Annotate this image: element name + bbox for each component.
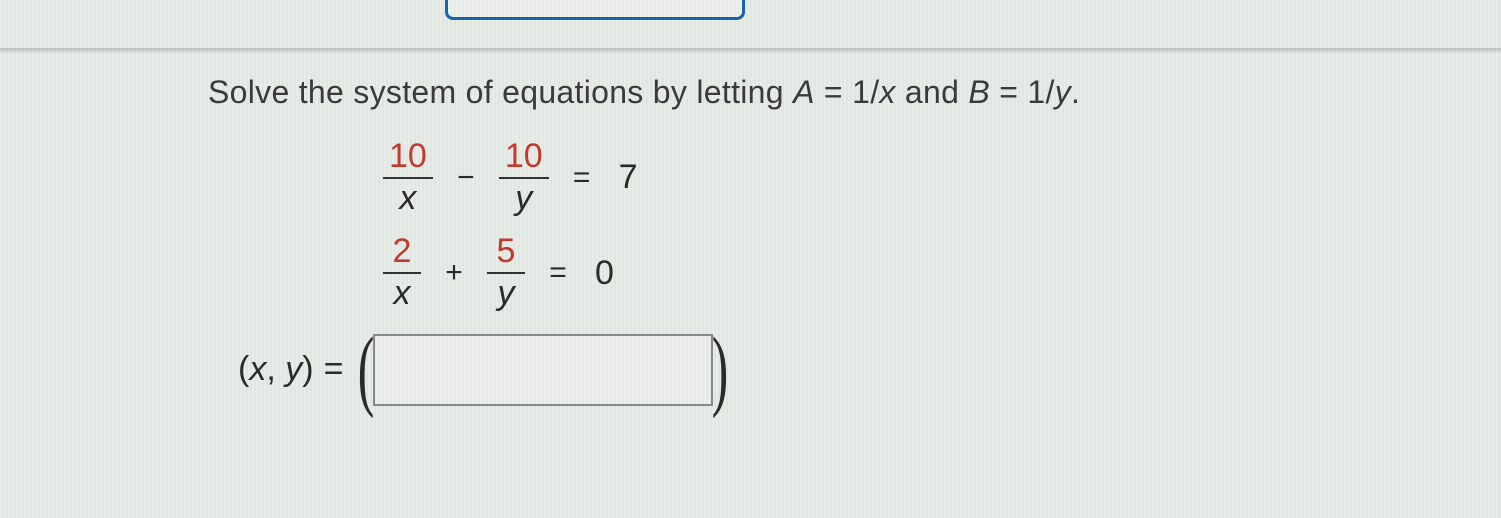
equals-1: =	[567, 161, 597, 195]
answer-input[interactable]	[373, 334, 713, 406]
var-x: x	[879, 74, 895, 110]
fraction-2b-den: y	[498, 274, 515, 312]
prompt-eq1: = 1/	[815, 74, 880, 110]
label-y: y	[285, 350, 302, 388]
fraction-2a-den: x	[394, 274, 411, 312]
fraction-2a: 2 x	[383, 234, 421, 311]
label-x: x	[249, 350, 266, 388]
equation-row-1: 10 x − 10 y = 7	[383, 139, 1481, 216]
label-open: (	[238, 350, 249, 388]
operator-minus: −	[451, 161, 481, 195]
operator-plus: +	[439, 256, 469, 290]
fraction-2b-num: 5	[487, 234, 525, 274]
divider-shadow	[0, 48, 1501, 54]
paren-close: )	[712, 338, 728, 401]
fraction-1a-den: x	[399, 179, 416, 217]
var-a: A	[793, 74, 815, 110]
fraction-2a-num: 2	[383, 234, 421, 274]
answer-row: (x, y) = ( )	[238, 334, 1481, 406]
previous-answer-box	[445, 0, 745, 20]
fraction-1b-num: 10	[499, 139, 549, 179]
paren-open: (	[358, 338, 374, 401]
answer-equals: =	[324, 350, 344, 389]
rhs-2: 0	[591, 254, 614, 293]
prompt-text: Solve the system of equations by letting	[208, 74, 793, 110]
var-b: B	[968, 74, 990, 110]
problem-prompt: Solve the system of equations by letting…	[208, 74, 1481, 111]
var-y: y	[1055, 74, 1071, 110]
fraction-1b-den: y	[515, 179, 532, 217]
equation-row-2: 2 x + 5 y = 0	[383, 234, 1481, 311]
fraction-1b: 10 y	[499, 139, 549, 216]
fraction-1a-num: 10	[383, 139, 433, 179]
xy-label: (x, y)	[238, 350, 314, 389]
equals-2: =	[543, 256, 573, 290]
label-close: )	[302, 350, 313, 388]
prompt-suffix: .	[1071, 74, 1080, 110]
rhs-1: 7	[615, 158, 638, 197]
fraction-1a: 10 x	[383, 139, 433, 216]
equation-system: 10 x − 10 y = 7 2 x + 5 y = 0	[383, 139, 1481, 312]
prompt-and: and	[905, 74, 968, 110]
prompt-eq2: = 1/	[990, 74, 1055, 110]
fraction-2b: 5 y	[487, 234, 525, 311]
label-comma: ,	[266, 350, 285, 388]
problem-content: Solve the system of equations by letting…	[208, 74, 1481, 406]
